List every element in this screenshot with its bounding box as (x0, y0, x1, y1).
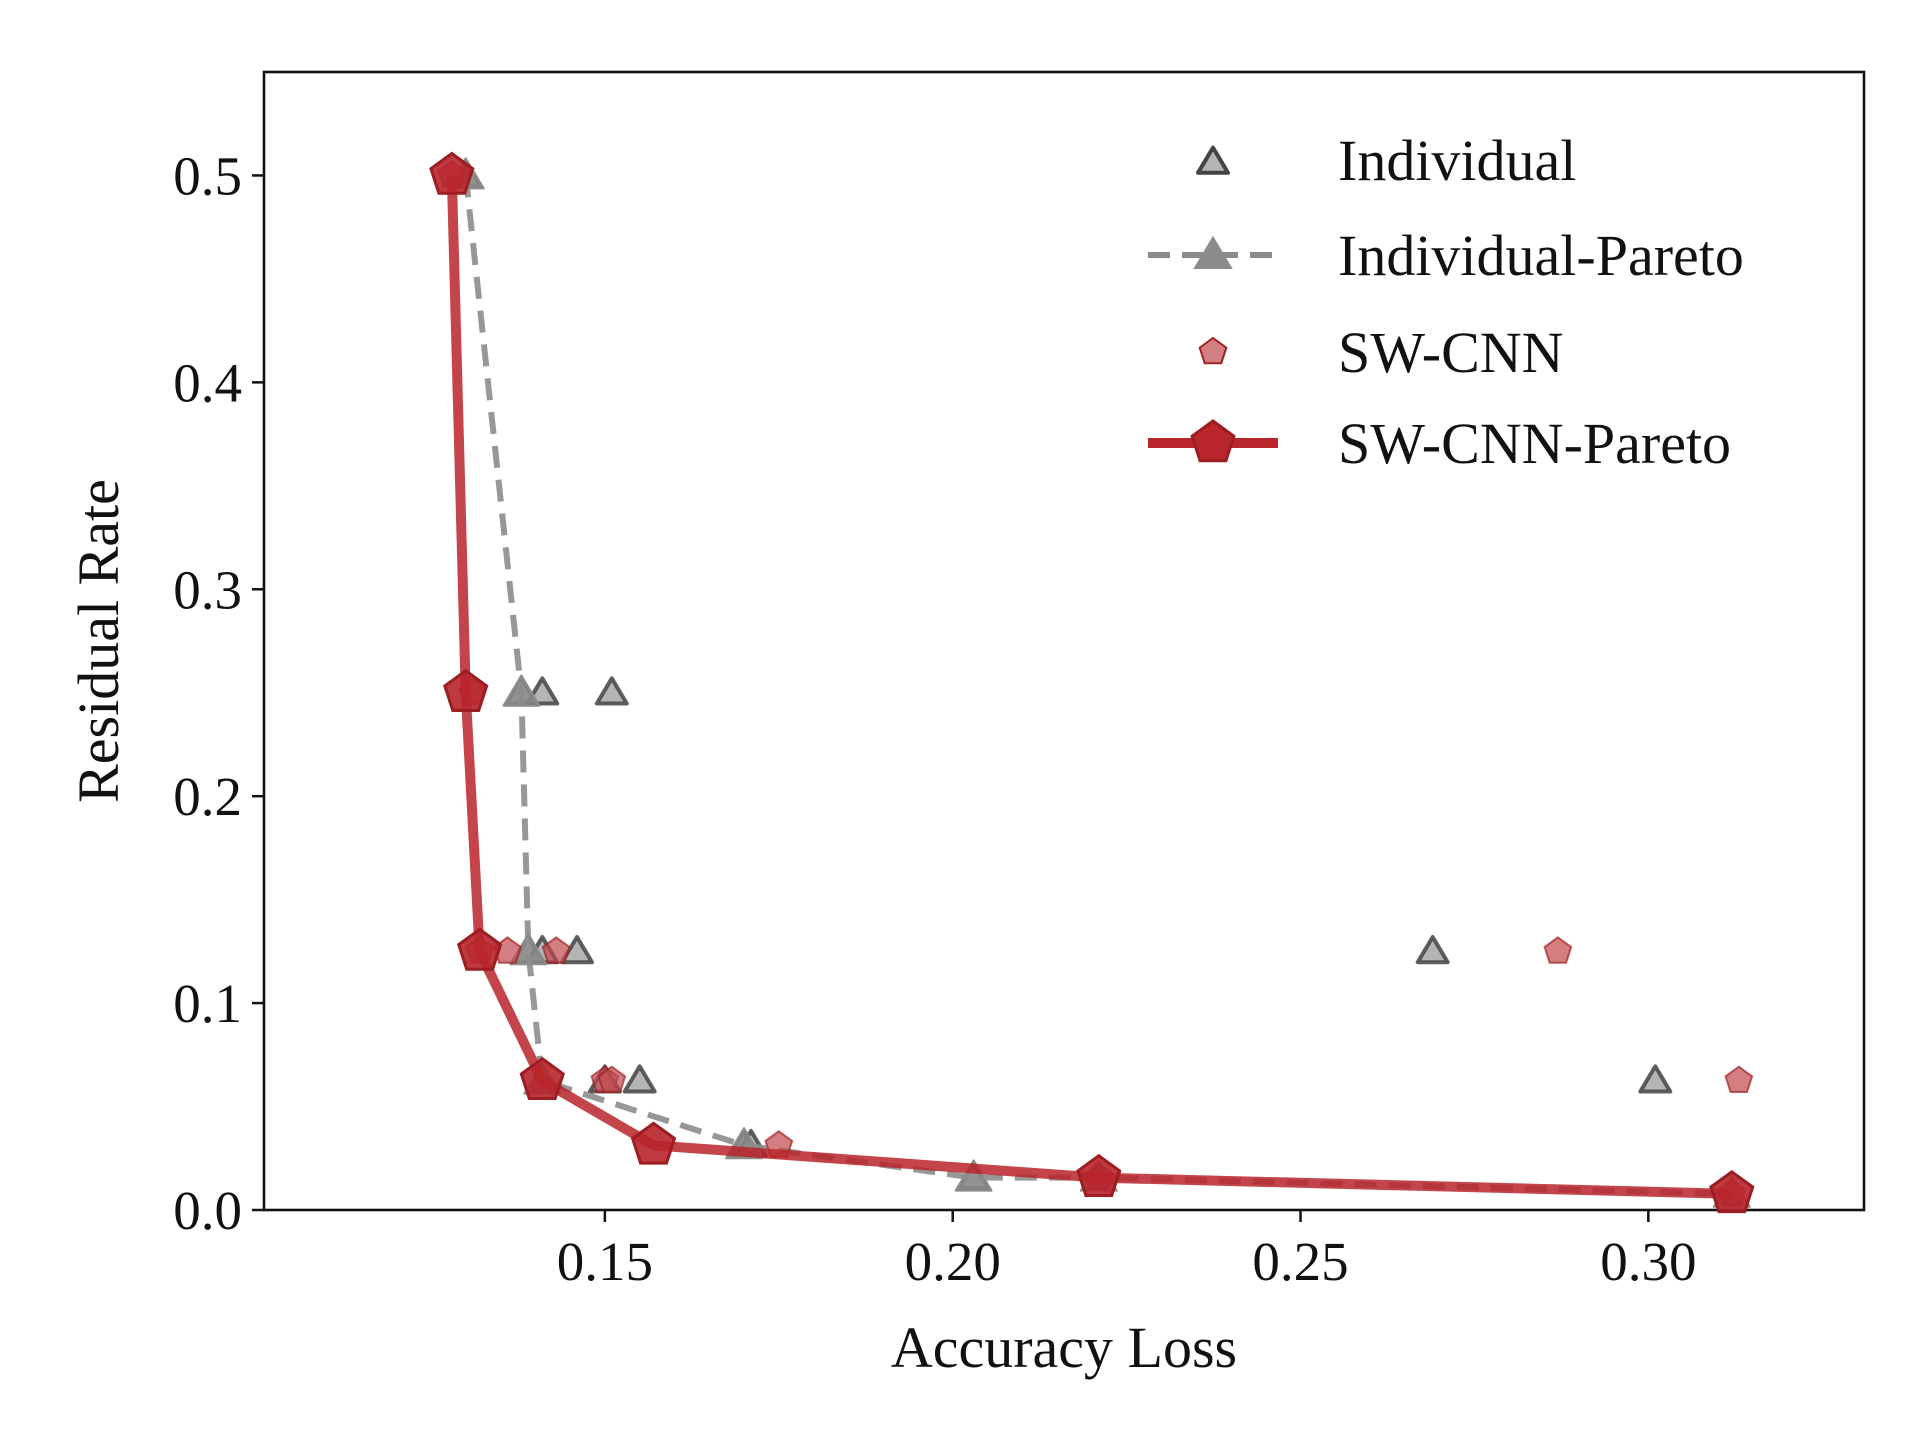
legend-entry-individual-pareto: Individual-Pareto (1148, 223, 1744, 288)
sw-cnn-pareto-point (429, 151, 475, 195)
x-tick-label: 0.25 (1252, 1231, 1348, 1292)
sw-cnn-point (541, 936, 571, 964)
sw-cnn-pareto-point (519, 1056, 565, 1100)
series-sw-cnn-pareto (429, 151, 1755, 1214)
individual-pareto-point (954, 1159, 993, 1192)
x-axis-label: Accuracy Loss (891, 1315, 1237, 1380)
y-tick-label: 0.3 (173, 559, 242, 620)
x-axis-ticks: 0.15 0.20 0.25 0.30 (557, 1210, 1696, 1292)
legend-entry-individual: Individual (1196, 128, 1576, 193)
sw-cnn-pareto-point (1076, 1153, 1122, 1197)
individual-pareto-line (462, 175, 1732, 1197)
legend-marker-individual (1196, 145, 1230, 175)
legend-label-sw-cnn-pareto: SW-CNN-Pareto (1338, 411, 1731, 476)
legend-marker-sw-cnn-pareto (1190, 419, 1236, 463)
series-individual (448, 159, 1673, 1191)
y-axis-label: Residual Rate (66, 479, 131, 803)
legend-label-sw-cnn: SW-CNN (1338, 320, 1564, 385)
legend-label-individual: Individual (1338, 128, 1576, 193)
sw-cnn-pareto-point (443, 668, 489, 712)
y-tick-label: 0.1 (173, 973, 242, 1034)
y-tick-label: 0.5 (173, 145, 242, 206)
legend: Individual Individual-Pareto SW-CNN SW-CNN-… (1148, 128, 1744, 476)
legend-marker-individual-pareto (1193, 235, 1233, 269)
sw-cnn-point (1724, 1065, 1754, 1093)
individual-point (622, 1064, 657, 1094)
legend-label-individual-pareto: Individual-Pareto (1338, 223, 1744, 288)
sw-cnn-point (597, 1065, 627, 1093)
individual-pareto-point (502, 674, 541, 707)
plot-area-frame (262, 70, 1866, 1212)
y-tick-label: 0.0 (173, 1180, 242, 1241)
legend-marker-sw-cnn (1198, 336, 1228, 365)
individual-point (594, 676, 629, 706)
y-axis-ticks: 0.0 0.1 0.2 0.3 0.4 0.5 (173, 145, 264, 1241)
sw-cnn-pareto-point (1709, 1169, 1755, 1214)
x-tick-label: 0.30 (1600, 1231, 1696, 1292)
y-tick-label: 0.2 (173, 766, 242, 827)
individual-point (1638, 1064, 1673, 1094)
series-sw-cnn (437, 160, 1754, 1207)
legend-entry-sw-cnn-pareto: SW-CNN-Pareto (1148, 411, 1731, 476)
sw-cnn-point (1543, 936, 1573, 964)
x-tick-label: 0.20 (905, 1231, 1001, 1292)
sw-cnn-pareto-point (630, 1121, 677, 1165)
plot-content (429, 151, 1755, 1214)
x-tick-label: 0.15 (557, 1231, 653, 1292)
legend-entry-sw-cnn: SW-CNN (1198, 320, 1564, 385)
y-tick-label: 0.4 (173, 352, 242, 413)
sw-cnn-pareto-point (456, 927, 503, 971)
series-individual-pareto (446, 157, 1751, 1208)
individual-point (1415, 935, 1450, 965)
